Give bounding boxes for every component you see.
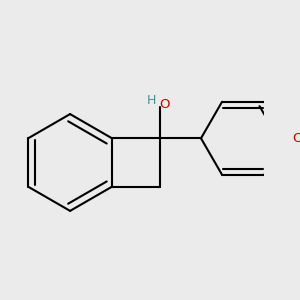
- Text: H: H: [147, 94, 156, 107]
- Text: O: O: [159, 98, 169, 111]
- Text: O: O: [292, 132, 300, 145]
